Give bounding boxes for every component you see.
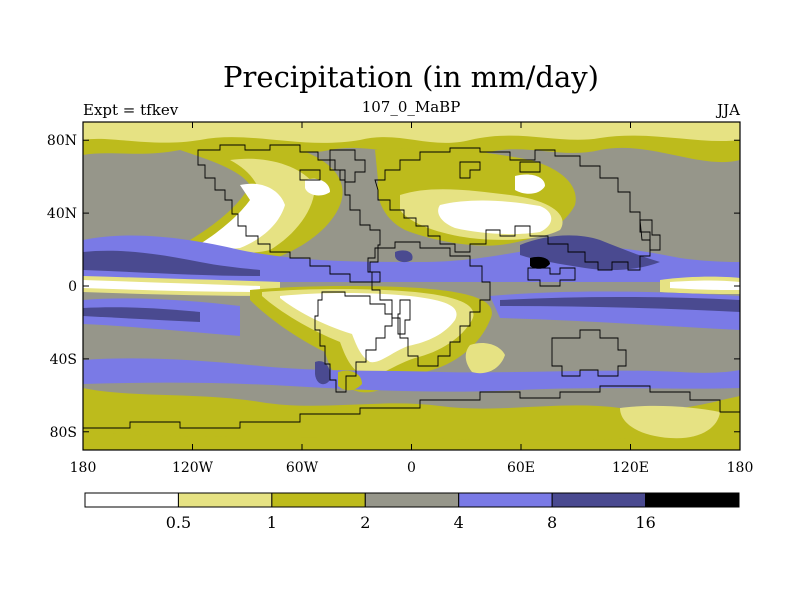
field-region [515, 174, 545, 194]
y-tick-label: 80S [50, 425, 77, 441]
x-tick-label: 0 [407, 460, 416, 476]
coastlines [83, 144, 740, 429]
coastline-north-america [197, 144, 381, 283]
chart-title: Precipitation (in mm/day) [223, 60, 599, 94]
coastline-antarctica [83, 385, 740, 429]
x-tick-label: 60W [286, 460, 319, 476]
field-region [200, 183, 285, 249]
field-region [83, 432, 740, 450]
colorbar-swatch [364, 492, 460, 508]
field-region [620, 405, 720, 439]
colorbar-swatch [458, 492, 553, 508]
coastline-arctic-islands [299, 161, 541, 181]
x-tick-label: 180 [727, 460, 754, 476]
colorbar-label: 0.5 [166, 513, 191, 532]
x-tick-label: 180 [70, 460, 97, 476]
subtitle-right: JJA [715, 101, 740, 119]
field-region [83, 358, 740, 392]
coastline-africa [367, 241, 491, 367]
colorbar-swatch [177, 492, 273, 508]
coastline-south-america [314, 291, 393, 393]
coastline-australia [551, 329, 627, 377]
colorbar-label: 2 [360, 513, 370, 532]
y-tick-label: 80N [47, 133, 77, 149]
y-tick-label: 0 [68, 279, 77, 295]
field-region [670, 280, 740, 290]
field-region [280, 293, 457, 363]
coastline-madagascar [397, 299, 411, 335]
field-region [500, 297, 740, 312]
field-region [395, 250, 413, 263]
x-tick-label: 60E [507, 460, 535, 476]
subtitle-center: 107_0_MaBP [362, 98, 461, 116]
field-region [315, 361, 331, 385]
y-tick-label: 40S [50, 352, 77, 368]
colorbar-label: 1 [267, 513, 277, 532]
field-region [83, 280, 260, 292]
subtitle-left: Expt = tfkev [83, 101, 179, 119]
field-region [83, 122, 740, 143]
colorbar: 0.5 1 2 4 8 16 [84, 492, 740, 532]
coastline-japan [639, 219, 661, 251]
colorbar-label: 4 [454, 513, 464, 532]
field-region [83, 388, 740, 450]
map-field [83, 122, 740, 450]
field-region [83, 307, 200, 322]
y-tick-label: 40N [47, 206, 77, 222]
coastline-eurasia [374, 147, 651, 271]
colorbar-swatch [645, 492, 740, 508]
field-region [305, 178, 330, 196]
colorbar-label: 16 [635, 513, 655, 532]
coastline-greenland [329, 149, 366, 183]
colorbar-swatch [551, 492, 647, 508]
map-axes: 180 120W 60W 0 60E 120E 180 80N 40N 0 40S 80S [47, 121, 754, 476]
field-region [465, 343, 505, 374]
colorbar-swatch [84, 492, 179, 508]
x-tick-label: 120E [612, 460, 649, 476]
x-tick-label: 120W [172, 460, 214, 476]
colorbar-label: 8 [547, 513, 557, 532]
field-region [83, 250, 260, 276]
coastline-indonesia [527, 267, 576, 287]
field-region [530, 256, 550, 269]
colorbar-swatch [271, 492, 366, 508]
